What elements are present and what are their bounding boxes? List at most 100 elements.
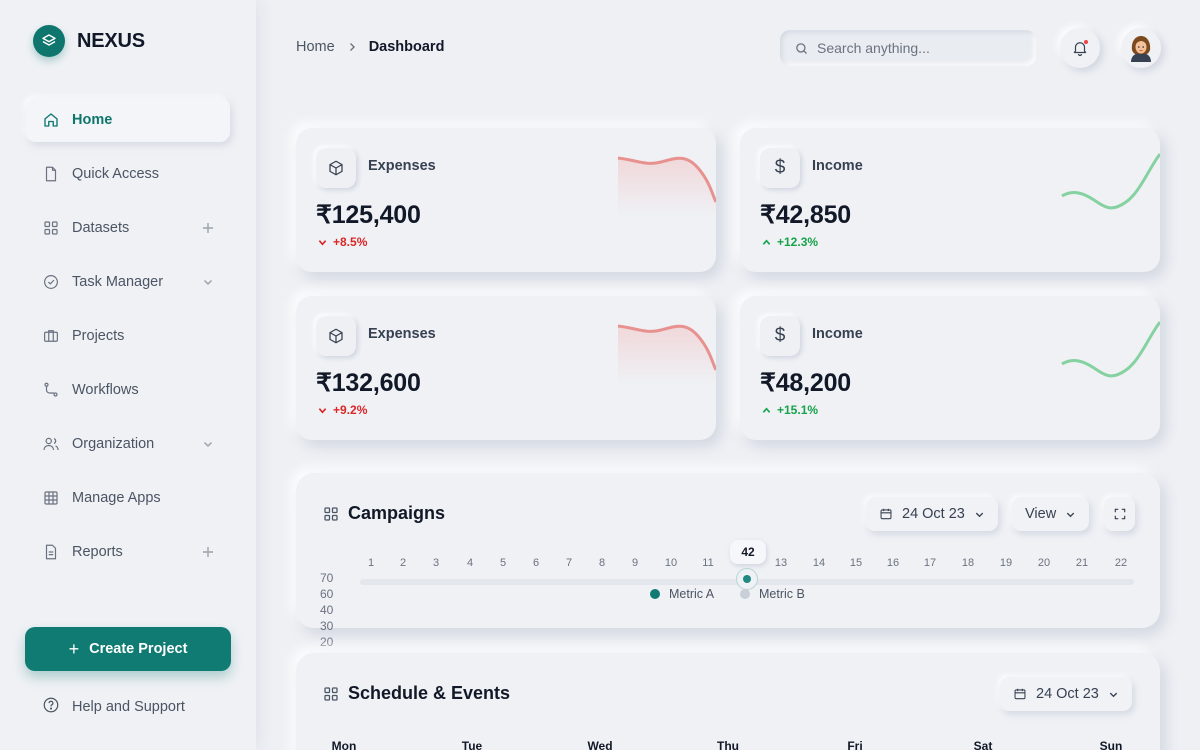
schedule-title: Schedule & Events <box>322 683 510 704</box>
create-project-label: Create Project <box>89 641 188 657</box>
sidebar-item-label: Task Manager <box>72 274 164 290</box>
help-support-link[interactable]: Help and Support <box>42 696 185 718</box>
weekday-label: Thu <box>717 739 739 750</box>
sidebar-item-label: Datasets <box>72 220 130 236</box>
card-label: Expenses <box>368 326 436 342</box>
x-tick-label: 7 <box>565 557 573 569</box>
sidebar-item-datasets[interactable]: Datasets <box>26 206 230 250</box>
chevron-down-icon[interactable] <box>202 435 214 453</box>
card-label: Income <box>812 326 863 342</box>
breadcrumb-home[interactable]: Home <box>296 39 335 55</box>
weekday-label: Sun <box>1099 739 1123 750</box>
plus-icon[interactable] <box>202 543 214 561</box>
sidebar-item-reports[interactable]: Reports <box>26 530 230 574</box>
card-value: ₹42,850 <box>760 201 851 229</box>
card-label: Income <box>812 158 863 174</box>
avatar[interactable] <box>1121 28 1161 68</box>
card-label: Expenses <box>368 158 436 174</box>
create-project-button[interactable]: + Create Project <box>25 627 231 671</box>
x-tick-label: 18 <box>961 557 975 569</box>
users-icon <box>42 435 60 453</box>
notifications-button[interactable] <box>1060 28 1100 68</box>
brand-logo[interactable]: NEXUS <box>33 25 145 57</box>
brand-name: NEXUS <box>77 29 145 52</box>
view-dropdown[interactable]: View <box>1012 497 1090 531</box>
card-delta: +9.2% <box>318 403 367 417</box>
help-support-label: Help and Support <box>72 699 185 715</box>
avatar-image <box>1131 36 1151 62</box>
x-tick-label: 1 <box>367 557 375 569</box>
plus-icon[interactable] <box>202 219 214 237</box>
x-tick-label: 4 <box>466 557 474 569</box>
chevron-down-icon <box>974 509 985 520</box>
campaigns-title-text: Campaigns <box>348 503 446 523</box>
y-tick-label: 40 <box>320 603 334 617</box>
card-delta-value: +15.1% <box>777 403 819 417</box>
weekday-label: Wed <box>587 739 613 750</box>
legend-item-metric-b[interactable]: Metric B <box>740 587 805 601</box>
briefcase-icon <box>42 327 60 345</box>
sparkline-expenses <box>617 324 716 384</box>
card-delta-value: +12.3% <box>777 235 819 249</box>
sidebar-item-organization[interactable]: Organization <box>26 422 230 466</box>
dollar-icon: $ <box>760 148 800 188</box>
sidebar-item-quick-access[interactable]: Quick Access <box>26 152 230 196</box>
sidebar-item-label: Manage Apps <box>72 490 161 506</box>
schedule-date-picker[interactable]: 24 Oct 23 <box>1000 677 1132 711</box>
dollar-icon: $ <box>760 316 800 356</box>
sidebar-item-label: Projects <box>72 328 125 344</box>
x-tick-label: 6 <box>532 557 540 569</box>
sparkline-income <box>1061 321 1160 378</box>
sidebar-item-task-manager[interactable]: Task Manager <box>26 260 230 304</box>
chevron-down-icon <box>1065 509 1076 520</box>
plus-icon: + <box>68 638 80 659</box>
y-tick-label: 20 <box>320 635 334 649</box>
card-delta-value: +9.2% <box>333 403 368 417</box>
card-delta: +12.3% <box>762 235 818 249</box>
sidebar-item-label: Quick Access <box>72 166 160 182</box>
campaigns-marker[interactable] <box>736 568 758 590</box>
stat-card-expenses[interactable]: Expenses ₹125,400 +8.5% <box>296 128 716 272</box>
sidebar-item-workflows[interactable]: Workflows <box>26 368 230 412</box>
stat-card-income[interactable]: $ Income ₹48,200 +15.1% <box>740 296 1160 440</box>
sidebar-item-manage-apps[interactable]: Manage Apps <box>26 476 230 520</box>
campaigns-title: Campaigns <box>322 503 445 524</box>
schedule-date: 24 Oct 23 <box>1036 686 1099 702</box>
sidebar-item-home[interactable]: Home <box>26 98 230 142</box>
sidebar-item-label: Home <box>72 112 113 128</box>
apps-grid-icon <box>42 489 60 507</box>
notification-dot <box>1084 40 1088 44</box>
card-delta: +15.1% <box>762 403 818 417</box>
sparkline-expenses <box>617 156 716 216</box>
schedule-panel: Schedule & Events 24 Oct 23 Mon Tue Wed Thu… <box>296 653 1160 750</box>
search-icon <box>794 41 809 56</box>
x-tick-label: 13 <box>774 557 788 569</box>
home-icon <box>42 111 60 129</box>
x-tick-label: 11 <box>702 557 714 569</box>
check-circle-icon <box>42 273 60 291</box>
chevron-right-icon <box>347 42 357 52</box>
y-tick-label: 30 <box>320 619 334 633</box>
card-value: ₹125,400 <box>316 201 421 229</box>
file-icon <box>42 165 60 183</box>
calendar-icon <box>879 507 893 521</box>
view-label: View <box>1025 506 1057 522</box>
campaigns-date: 24 Oct 23 <box>902 506 965 522</box>
help-circle-icon <box>42 696 60 718</box>
x-tick-label: 17 <box>923 557 937 569</box>
search-input[interactable]: Search anything... <box>780 30 1036 66</box>
x-tick-label: 14 <box>812 557 826 569</box>
sidebar-nav: Home Quick Access Datasets Task Manager … <box>26 98 230 584</box>
chevron-down-icon[interactable] <box>202 273 214 291</box>
fullscreen-button[interactable] <box>1104 497 1135 531</box>
calendar-icon <box>1013 687 1027 701</box>
stat-card-income[interactable]: $ Income ₹42,850 +12.3% <box>740 128 1160 272</box>
legend-item-metric-a[interactable]: Metric A <box>650 587 714 601</box>
breadcrumb-current: Dashboard <box>368 39 445 55</box>
sidebar-item-projects[interactable]: Projects <box>26 314 230 358</box>
x-tick-label: 20 <box>1037 557 1051 569</box>
stat-card-expenses[interactable]: Expenses ₹132,600 +9.2% <box>296 296 716 440</box>
expand-icon <box>1113 507 1127 521</box>
marker-dot <box>743 575 751 583</box>
campaigns-date-picker[interactable]: 24 Oct 23 <box>866 497 998 531</box>
